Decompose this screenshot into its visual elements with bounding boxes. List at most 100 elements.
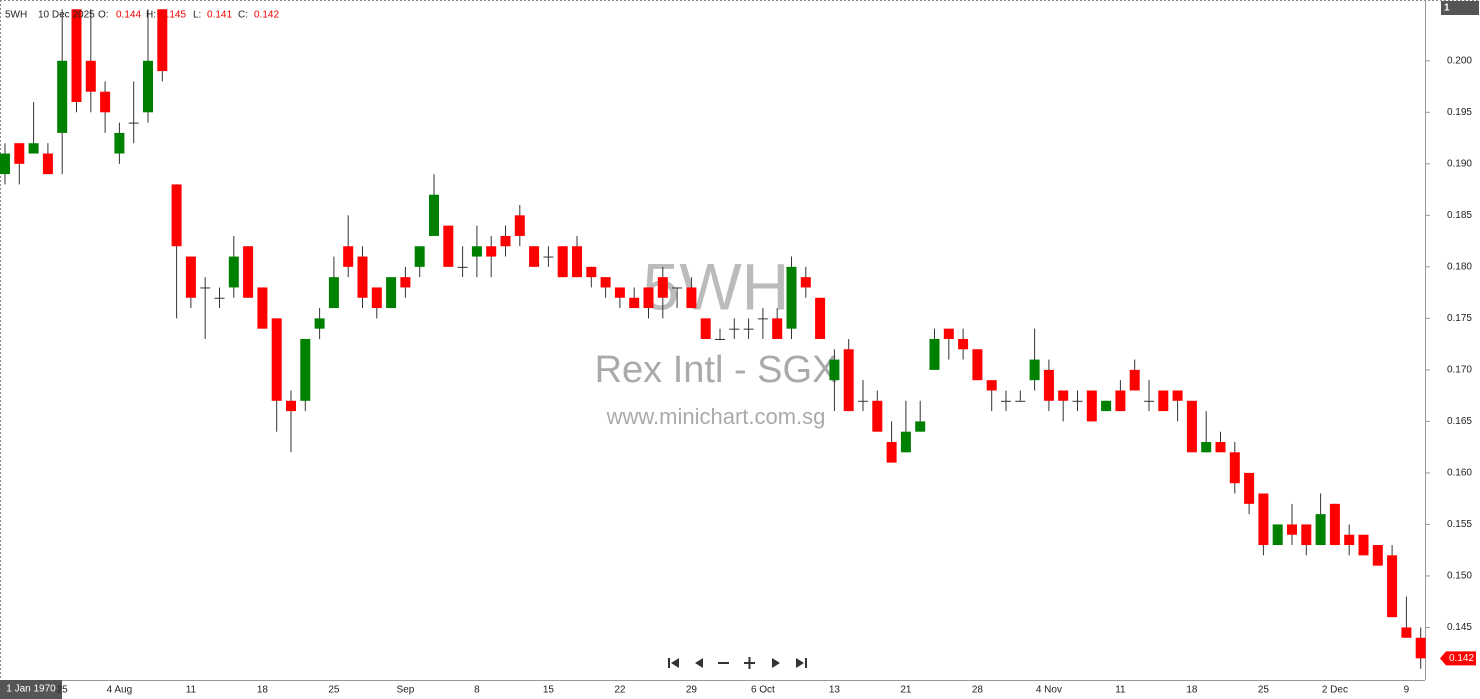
x-tick-label: 11 xyxy=(1115,685,1126,696)
x-tick-label: 4 Aug xyxy=(107,685,133,696)
candle-body xyxy=(1158,390,1169,412)
candle-body xyxy=(243,246,254,298)
candle-body xyxy=(529,246,540,267)
candle-body xyxy=(829,359,840,381)
candle-body xyxy=(972,349,983,381)
candle-body xyxy=(886,442,897,463)
candle-body xyxy=(1258,493,1269,546)
time-label: 1 Jan 1970 xyxy=(6,684,56,695)
y-tick-label: 0.185 xyxy=(1447,210,1472,221)
candle-body xyxy=(1172,390,1183,401)
candle-body xyxy=(1101,400,1112,412)
y-tick-label: 0.190 xyxy=(1447,158,1472,169)
candle-body xyxy=(1387,555,1398,618)
candle-body xyxy=(429,194,439,236)
candle-body xyxy=(629,297,640,309)
price-tag xyxy=(1440,651,1476,666)
nav-last[interactable] xyxy=(796,658,807,668)
candle-body xyxy=(128,122,139,124)
candle-body xyxy=(100,91,111,113)
candle-body xyxy=(858,400,868,402)
candle-body xyxy=(157,9,168,72)
candle-body xyxy=(1244,472,1255,504)
candle-body xyxy=(1144,400,1154,402)
close-value: 0.142 xyxy=(254,10,279,21)
candle-body xyxy=(85,60,96,92)
y-tick-label: 0.170 xyxy=(1447,365,1472,376)
y-tick-label: 0.155 xyxy=(1447,519,1472,530)
candle-body xyxy=(357,256,368,298)
candle-body xyxy=(500,235,511,247)
candle-body xyxy=(1344,534,1355,546)
candle-body xyxy=(743,328,754,330)
candle-body xyxy=(1001,400,1011,402)
candle-body xyxy=(343,246,354,267)
close-label: C: xyxy=(238,10,248,21)
x-tick-label: 21 xyxy=(900,685,912,696)
candle-body xyxy=(614,287,625,298)
candle-body xyxy=(0,153,10,175)
nav-prev[interactable] xyxy=(695,658,703,668)
watermark: 5WH Rex Intl - SGX www.minichart.com.sg xyxy=(595,249,838,428)
candle-body xyxy=(986,380,997,391)
header: 5WH 10 Dec 2025 O: 0.144 H: 0.145 L: 0.1… xyxy=(5,10,279,21)
candle-body xyxy=(214,297,225,299)
y-tick-label: 0.200 xyxy=(1447,55,1472,66)
low-label: L: xyxy=(193,10,201,21)
nav-first[interactable] xyxy=(668,658,679,668)
candle-body xyxy=(1015,400,1026,402)
candle-body xyxy=(943,328,954,339)
candle-body xyxy=(672,287,683,289)
y-tick-label: 0.150 xyxy=(1447,571,1472,582)
y-tick-label: 0.145 xyxy=(1447,622,1472,633)
candle-body xyxy=(400,277,411,288)
x-tick-label: 25 xyxy=(1258,685,1270,696)
candle-body xyxy=(1358,534,1369,556)
time-box xyxy=(0,680,62,699)
candle-body xyxy=(557,246,568,278)
candle-body xyxy=(586,266,597,278)
candle-body xyxy=(286,400,296,412)
x-tick-label: 8 xyxy=(474,685,480,696)
symbol: 5WH xyxy=(5,10,27,21)
open-value: 0.144 xyxy=(116,10,141,21)
candle-body xyxy=(228,256,239,288)
x-tick-label: 18 xyxy=(1186,685,1198,696)
candle-body xyxy=(1129,369,1140,391)
candle-body xyxy=(300,338,311,401)
x-tick-label: 13 xyxy=(829,685,841,696)
high-label: H: xyxy=(146,10,156,21)
x-tick-label: 25 xyxy=(57,685,69,696)
candle-body xyxy=(872,400,883,432)
candle-body xyxy=(314,318,325,329)
candle-body xyxy=(543,256,554,258)
x-tick-label: 9 xyxy=(1404,685,1410,696)
candle-body xyxy=(271,318,282,401)
nav-zoom-in[interactable] xyxy=(744,657,755,669)
candle-body xyxy=(643,287,654,309)
candle-body xyxy=(958,338,969,350)
x-tick-label: 15 xyxy=(543,685,555,696)
candle-body xyxy=(1372,545,1383,566)
corner-box xyxy=(1441,1,1479,15)
candle-body xyxy=(757,318,768,320)
open-label: O: xyxy=(98,10,109,21)
x-tick-label: 29 xyxy=(686,685,698,696)
candle-body xyxy=(443,225,454,267)
candle-body xyxy=(1301,524,1312,546)
x-tick-label: 4 Nov xyxy=(1036,685,1062,696)
candle-body xyxy=(57,60,68,133)
candle-body xyxy=(457,266,468,268)
candle-body xyxy=(1115,390,1126,412)
candle-body xyxy=(1086,390,1097,422)
x-tick-label: Sep xyxy=(397,685,415,696)
candle-body xyxy=(1058,390,1069,401)
candle-body xyxy=(171,184,182,247)
x-tick-label: 22 xyxy=(614,685,626,696)
date: 10 Dec 2025 xyxy=(38,10,95,21)
candle-body xyxy=(815,297,826,339)
candle-body xyxy=(143,60,153,113)
nav-next[interactable] xyxy=(772,658,780,668)
